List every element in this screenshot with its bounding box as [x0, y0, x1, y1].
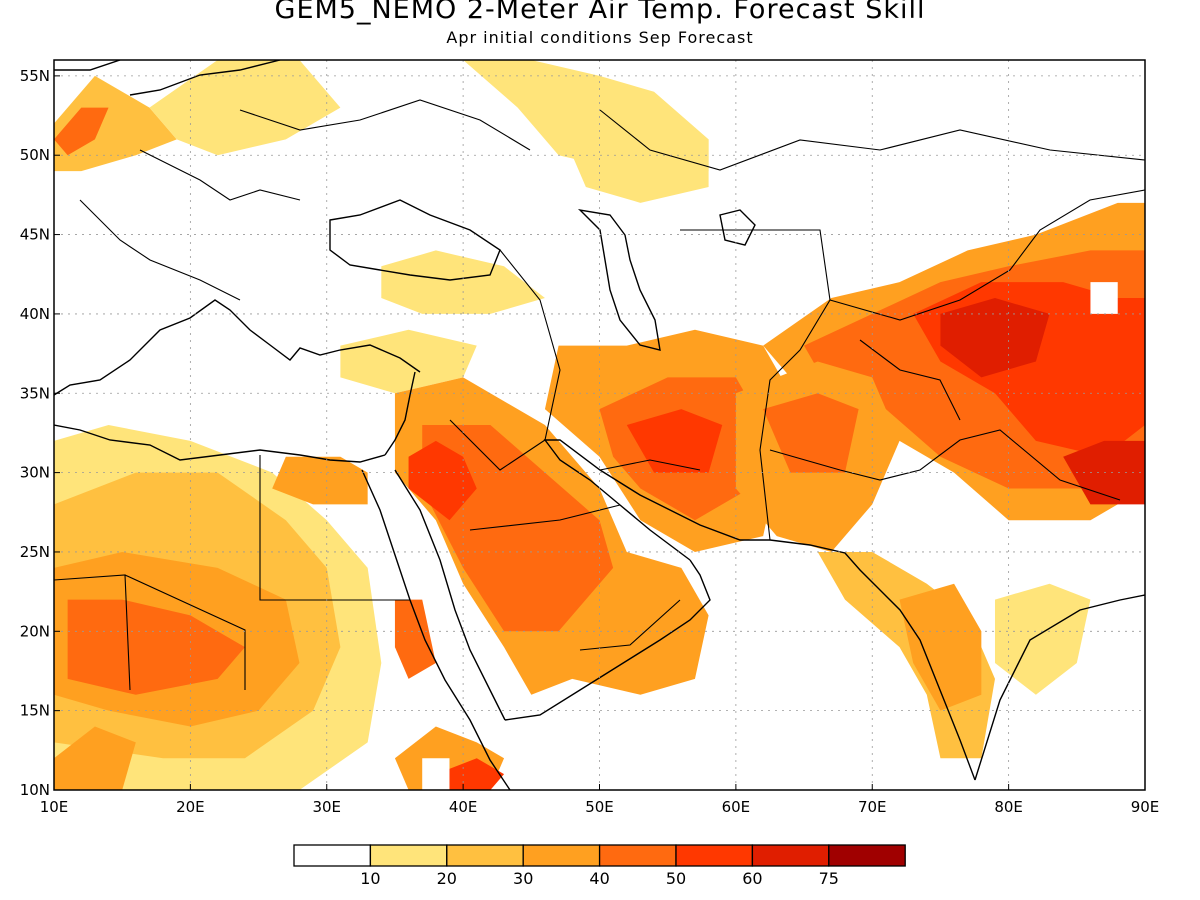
lon-tick-label: 80E	[994, 798, 1023, 816]
lon-tick-label: 50E	[585, 798, 614, 816]
skill-region-western-europe	[54, 75, 177, 172]
lat-tick-label: 35N	[20, 384, 50, 402]
europe-north-coast	[54, 60, 281, 96]
lon-tick-label: 20E	[176, 798, 205, 816]
colorbar-swatch	[828, 844, 906, 867]
mediterranean-north-coast	[54, 299, 421, 396]
skill-region-caucasus-band	[381, 250, 545, 314]
caspian-sea-coast	[577, 208, 661, 351]
skill-fill-layer	[54, 60, 1145, 790]
lat-tick-label: 40N	[20, 305, 50, 323]
bay-of-bengal-coast	[974, 594, 1145, 781]
skill-region-sahara-hot	[67, 599, 245, 695]
coastline-layer	[54, 60, 1145, 790]
colorbar-tick-label: 30	[513, 869, 533, 888]
lat-tick-label: 50N	[20, 146, 50, 164]
skill-region-arabia-hot	[408, 440, 477, 521]
lat-tick-label: 55N	[20, 67, 50, 85]
colorbar: 10 20 30 40 50 60 75	[293, 844, 906, 888]
colorbar-swatch	[522, 844, 601, 867]
colorbar-swatch	[751, 844, 830, 867]
lat-tick-label: 20N	[20, 622, 50, 640]
skill-region-ethiopia-hot	[435, 758, 505, 790]
lat-tick-label: 15N	[20, 702, 50, 720]
skill-region-tarim-peak	[940, 298, 1050, 378]
colorbar-tick-label: 60	[742, 869, 762, 888]
lat-tick-label: 30N	[20, 464, 50, 482]
colorbar-swatch	[446, 844, 524, 867]
lon-tick-label: 60E	[722, 798, 751, 816]
lat-tick-label: 25N	[20, 543, 50, 561]
lon-tick-label: 70E	[858, 798, 887, 816]
colorbar-swatch	[598, 844, 677, 867]
skill-region-poland-baltic	[149, 60, 341, 156]
black-sea-coast	[329, 199, 501, 281]
skill-region-kazakh-west	[572, 123, 709, 203]
colorbar-tick-label: 40	[589, 869, 609, 888]
lat-tick-label: 10N	[20, 781, 50, 799]
skill-region-iran-hot	[626, 409, 723, 473]
skill-region-afghan-core	[763, 393, 859, 473]
skill-region-india-east	[994, 583, 1091, 695]
persian-gulf-coast	[543, 439, 770, 561]
levant-coast	[384, 371, 416, 456]
lat-tick-label: 45N	[20, 226, 50, 244]
blank-cell-0	[1090, 282, 1118, 314]
skill-region-india-central	[899, 583, 982, 711]
lon-tick-label: 40E	[449, 798, 478, 816]
aral-sea-coast	[719, 209, 756, 246]
red-sea-west-coast	[361, 469, 511, 790]
lon-tick-label: 10E	[40, 798, 69, 816]
map-title: GEM5_NEMO 2-Meter Air Temp. Forecast Ski…	[274, 0, 926, 25]
colorbar-swatch	[369, 844, 448, 867]
skill-region-sudan-south	[54, 726, 136, 790]
skill-region-red-sea-west	[394, 599, 436, 679]
skill-region-egypt-north	[272, 456, 368, 505]
country-borders-layer	[54, 99, 1145, 691]
blank-cell-1	[422, 758, 450, 790]
colorbar-tick-label: 20	[437, 869, 457, 888]
skill-region-western-europe-core	[54, 107, 109, 156]
colorbar-swatch	[293, 844, 372, 867]
colorbar-tick-label: 75	[819, 869, 839, 888]
north-africa-coast	[54, 424, 386, 463]
skill-region-anatolia-south	[340, 329, 477, 394]
lon-tick-label: 30E	[312, 798, 341, 816]
colorbar-tick-label: 10	[360, 869, 380, 888]
colorbar-swatch	[675, 844, 754, 867]
arabia-south-coast	[504, 559, 711, 721]
map-subtitle: Apr initial conditions Sep Forecast	[446, 28, 754, 47]
red-sea-east-coast	[394, 469, 506, 721]
colorbar-tick-label: 50	[666, 869, 686, 888]
makran-coast	[769, 539, 976, 781]
lon-tick-label: 90E	[1131, 798, 1160, 816]
